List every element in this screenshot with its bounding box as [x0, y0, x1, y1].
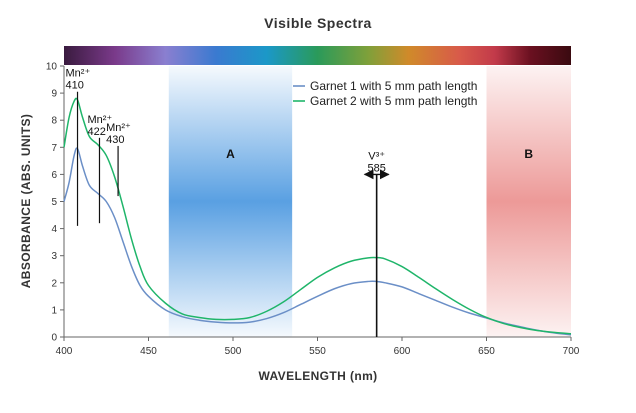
y-tick-label: 2	[51, 278, 57, 289]
y-tick-label: 1	[51, 305, 57, 316]
region-label-a: A	[226, 147, 235, 161]
y-tick-label: 3	[51, 251, 57, 262]
y-tick-label: 5	[51, 197, 57, 208]
legend-label-garnet-1: Garnet 1 with 5 mm path length	[310, 79, 477, 93]
annotation-wavelength: 585	[367, 162, 385, 174]
annotation-wavelength: 430	[106, 134, 124, 146]
y-tick-label: 0	[51, 333, 57, 344]
region-a	[168, 66, 293, 337]
annotation-ion: V³⁺	[368, 150, 385, 162]
y-tick-label: 8	[51, 116, 57, 127]
region-label-b: B	[524, 147, 533, 161]
annotation-ion: Mn²⁺	[87, 114, 112, 126]
x-tick-label: 550	[309, 346, 326, 357]
y-axis-label: ABSORBANCE (ABS. UNITS)	[19, 114, 33, 289]
x-tick-label: 650	[478, 346, 495, 357]
x-tick-label: 600	[394, 346, 411, 357]
y-tick-label: 7	[51, 143, 57, 154]
spectrum-color-bar	[64, 46, 571, 65]
legend: Garnet 1 with 5 mm path length Garnet 2 …	[293, 79, 477, 108]
x-axis-label: WAVELENGTH (nm)	[258, 369, 377, 383]
chart-title: Visible Spectra	[264, 15, 372, 31]
x-tick-label: 400	[56, 346, 73, 357]
annotation-ion: Mn²⁺	[106, 122, 131, 134]
series-line-garnet-1	[63, 147, 572, 336]
axes: 0 1 2 3 4 5 6 7 8 9 10 400 450 500 550 600 650 700	[46, 62, 580, 358]
region-b	[486, 66, 571, 337]
annotation-wavelength: 410	[66, 80, 84, 92]
x-tick-label: 700	[563, 346, 580, 357]
series-line-garnet-2	[63, 97, 572, 335]
series-lines	[63, 97, 572, 336]
annotation-wavelength: 422	[87, 126, 105, 138]
annotation-ion: Mn²⁺	[66, 68, 91, 80]
x-tick-label: 500	[225, 346, 242, 357]
y-tick-label: 9	[51, 89, 57, 100]
legend-label-garnet-2: Garnet 2 with 5 mm path length	[310, 94, 477, 108]
y-tick-label: 10	[46, 62, 58, 73]
y-tick-label: 6	[51, 170, 57, 181]
y-tick-label: 4	[51, 224, 57, 235]
x-tick-label: 450	[140, 346, 157, 357]
